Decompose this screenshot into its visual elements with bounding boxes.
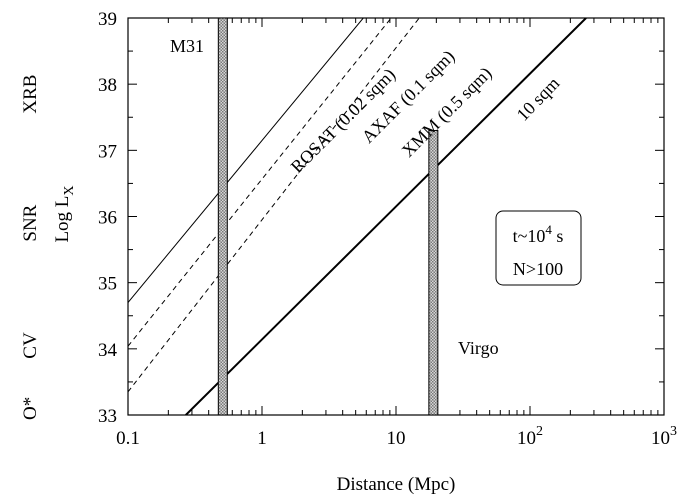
legend-box: t~104 s N>100 [495,210,582,286]
source-class-cv: CV [20,332,41,359]
x-tick-label-exponent: 2 [536,424,543,439]
band-virgo [428,129,439,416]
x-tick-label: 103 [651,424,677,449]
legend-exposure-exponent: 4 [545,222,552,237]
band-m31 [217,17,228,416]
series-labels: ROSAT (0.02 sqm)AXAF (0.1 sqm)XMM (0.5 s… [170,36,563,358]
y-axis-title: Log LX [52,185,77,242]
x-axis-title: Distance (Mpc) [337,474,456,495]
x-tick-label-exponent: 3 [670,424,677,439]
y-tick-label: 37 [98,141,117,162]
series-line-10-sqm [185,18,587,415]
y-tick-label: 35 [98,274,117,295]
series-lines [128,18,587,415]
legend-count-text: N>100 [513,259,563,279]
source-class-xrb: XRB [20,75,41,114]
legend-box-frame [495,210,582,286]
series-label-10-sqm: 10 sqm [512,73,563,125]
y-tick-label: 39 [98,9,117,30]
band-label-m31: M31 [170,36,204,56]
series-line-rosat-0-02-sqm [128,18,364,303]
series-line-axaf-0-1-sqm [128,18,392,347]
x-tick-label: 1 [257,428,267,449]
legend-exposure-text: t~104 s [513,222,564,246]
band-label-virgo: Virgo [458,338,499,358]
y-tick-label: 38 [98,75,117,96]
y-tick-label: 34 [98,340,118,361]
x-tick-label: 0.1 [116,428,140,449]
series-line-xmm-0-5-sqm [128,18,420,393]
y-axis-title-subscript: X [62,185,77,195]
source-class-o: O* [20,397,41,420]
source-class-snr: SNR [20,204,41,241]
source-class-labels: XRB SNR CV O* [20,75,41,420]
distance-bands [217,17,439,416]
x-tick-label: 10 [387,428,406,449]
y-tick-label: 33 [98,406,117,427]
x-tick-label: 102 [517,424,543,449]
y-tick-label: 36 [98,208,117,229]
